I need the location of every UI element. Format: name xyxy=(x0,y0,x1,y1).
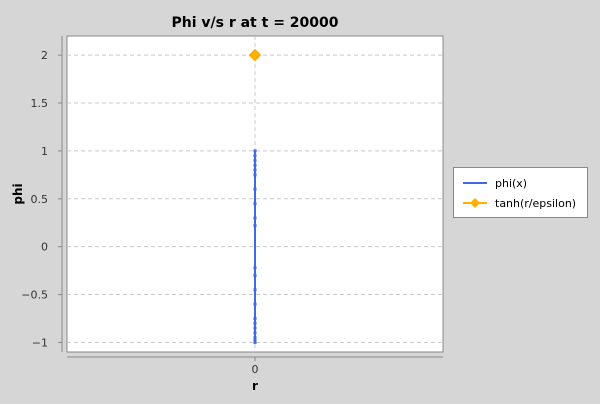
series-point xyxy=(253,158,257,162)
series-point xyxy=(253,266,257,270)
series-point xyxy=(253,288,257,292)
y-tick-label: −0.5 xyxy=(21,289,48,302)
axis-ticks: −1 −0.5 0 0.5 1 1.5 2 0 xyxy=(21,49,258,376)
series-point xyxy=(253,273,257,277)
legend-item-tanh: tanh(r/epsilon) xyxy=(461,193,587,213)
x-axis-label: r xyxy=(252,379,258,393)
chart-title: Phi v/s r at t = 20000 xyxy=(171,15,338,31)
legend: phi(x) tanh(r/epsilon) xyxy=(453,167,588,218)
y-tick-label: 1.5 xyxy=(31,97,49,110)
series-point xyxy=(253,336,257,340)
y-tick-label: 1 xyxy=(41,145,48,158)
series-point xyxy=(253,216,257,220)
series-point xyxy=(253,331,257,335)
series-point xyxy=(253,339,257,343)
series-point xyxy=(253,168,257,172)
series-point xyxy=(253,154,257,158)
y-tick-label: 0.5 xyxy=(31,193,49,206)
legend-item-phi: phi(x) xyxy=(461,173,587,193)
series-point xyxy=(253,173,257,177)
series-point xyxy=(253,302,257,306)
legend-diamond-swatch xyxy=(461,193,489,213)
series-point xyxy=(253,224,257,228)
series-point xyxy=(253,326,257,330)
y-tick-label: 0 xyxy=(41,241,48,254)
series-layer xyxy=(248,48,262,344)
series-point xyxy=(253,340,257,344)
series-point xyxy=(253,202,257,206)
series-point xyxy=(253,187,257,191)
series-point xyxy=(253,163,257,167)
legend-label-phi: phi(x) xyxy=(495,176,528,190)
series-point xyxy=(253,316,257,320)
y-axis-label: phi xyxy=(11,183,25,204)
legend-label-tanh: tanh(r/epsilon) xyxy=(495,196,577,210)
x-tick-label: 0 xyxy=(252,363,259,376)
y-tick-label: −1 xyxy=(32,336,48,349)
y-tick-label: 2 xyxy=(41,49,48,62)
legend-line-swatch xyxy=(461,173,489,193)
diamond-marker xyxy=(248,48,262,62)
series-point xyxy=(253,321,257,325)
series-point xyxy=(253,149,257,153)
